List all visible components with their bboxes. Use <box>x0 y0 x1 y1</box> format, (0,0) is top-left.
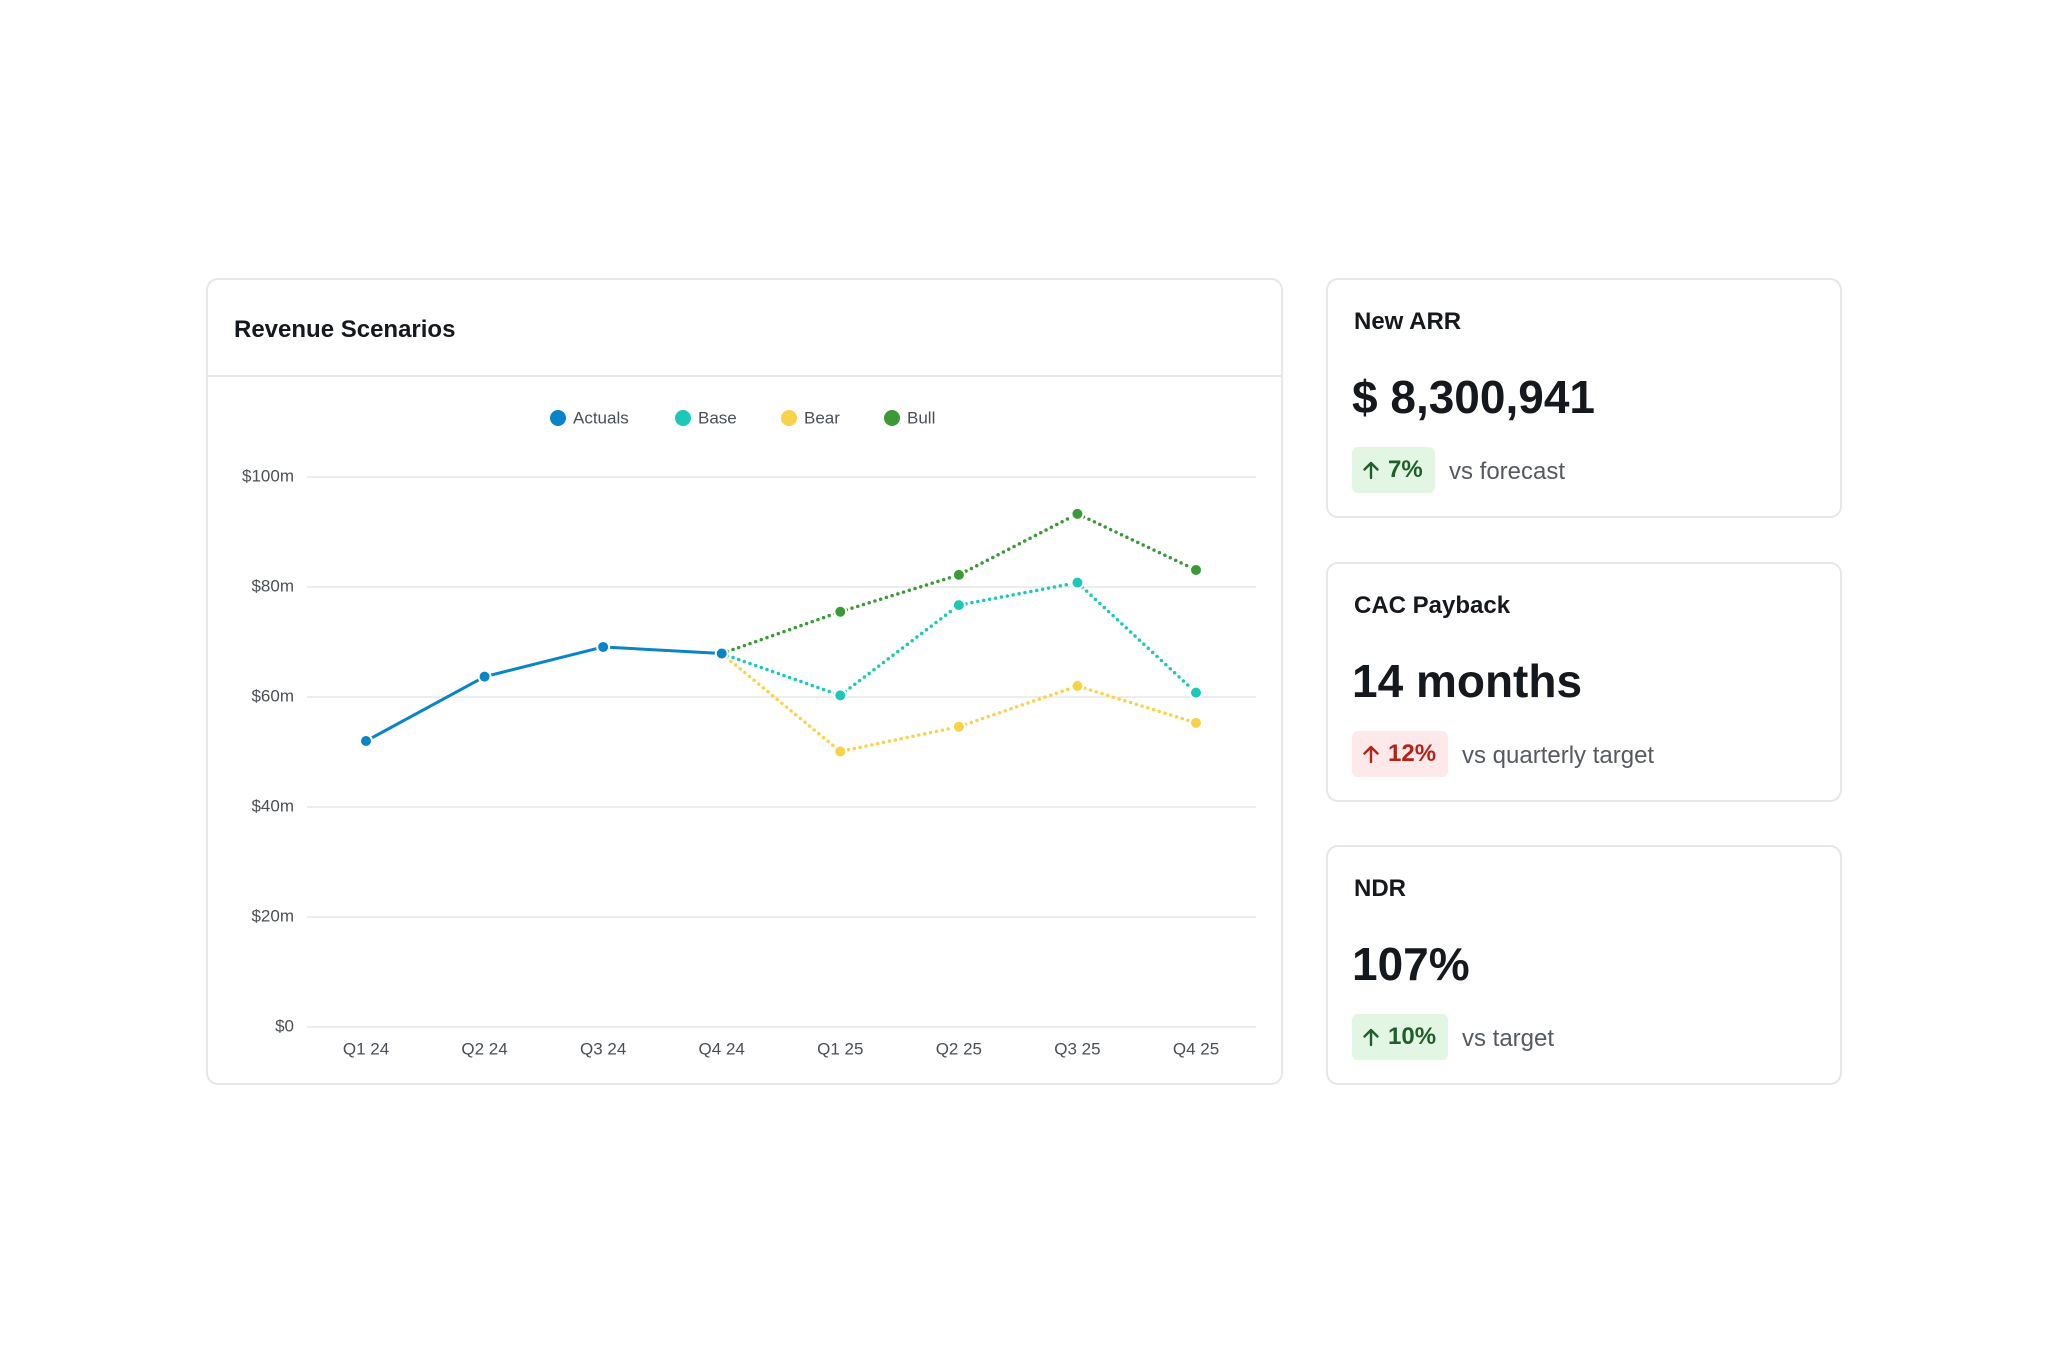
series-line <box>365 645 722 743</box>
legend-swatch <box>781 410 797 426</box>
change-badge: 12% <box>1352 731 1449 777</box>
data-point <box>1070 575 1085 590</box>
kpi-value: 107% <box>1352 938 1470 990</box>
y-tick-label: $100m <box>242 466 294 485</box>
data-point <box>951 719 966 734</box>
data-point <box>1189 562 1203 577</box>
legend-label: Actuals <box>573 408 629 427</box>
data-point <box>833 688 848 703</box>
data-point <box>951 598 966 613</box>
change-value: 12% <box>1388 740 1437 767</box>
change-value: 10% <box>1388 1023 1437 1050</box>
y-tick-label: $0 <box>275 1016 294 1035</box>
arrow-up-icon <box>1363 745 1379 764</box>
legend-label: Bull <box>907 408 935 427</box>
kpi-title: NDR <box>1354 875 1406 902</box>
comparison-label: vs forecast <box>1449 458 1566 485</box>
legend-swatch <box>675 410 691 426</box>
change-value: 7% <box>1388 456 1423 483</box>
chart-title: Revenue Scenarios <box>234 316 456 343</box>
x-tick-label: Q4 24 <box>699 1039 745 1058</box>
legend-label: Bear <box>804 408 840 427</box>
data-point <box>1070 506 1085 521</box>
series-line <box>719 512 1198 656</box>
kpi-title: CAC Payback <box>1354 592 1511 619</box>
x-tick-label: Q2 24 <box>461 1039 507 1058</box>
data-point <box>1189 685 1203 700</box>
kpi-card: CAC Payback 14 months 12% vs quarterly targ… <box>1326 562 1842 802</box>
x-tick-label: Q4 25 <box>1173 1039 1219 1058</box>
x-tick-label: Q1 25 <box>817 1039 863 1058</box>
kpi-card: NDR 107% 10% vs target <box>1326 845 1842 1085</box>
data-point <box>833 744 848 759</box>
card-header: Revenue Scenarios <box>208 280 1281 377</box>
x-tick-label: Q3 25 <box>1054 1039 1100 1058</box>
legend-label: Base <box>698 408 737 427</box>
legend-swatch <box>884 410 900 426</box>
y-tick-label: $20m <box>251 906 294 925</box>
kpi-title: New ARR <box>1354 308 1462 335</box>
x-tick-label: Q2 25 <box>936 1039 982 1058</box>
data-point <box>714 646 729 661</box>
arrow-up-icon <box>1363 1028 1379 1047</box>
kpi-value: 14 months <box>1352 655 1583 707</box>
y-tick-label: $80m <box>251 576 294 595</box>
kpi-value: $ 8,300,941 <box>1352 371 1596 423</box>
comparison-label: vs target <box>1462 1025 1555 1052</box>
x-tick-label: Q1 24 <box>343 1039 389 1058</box>
data-point <box>359 734 373 748</box>
change-badge: 10% <box>1352 1014 1449 1060</box>
data-point <box>596 639 611 654</box>
legend-swatch <box>550 410 566 426</box>
data-point <box>477 669 492 684</box>
change-badge: 7% <box>1352 447 1435 493</box>
y-tick-label: $60m <box>251 686 294 705</box>
x-tick-label: Q3 24 <box>580 1039 626 1058</box>
data-point <box>833 604 848 619</box>
chart-card: Revenue Scenarios <box>206 278 1283 1085</box>
y-tick-label: $40m <box>251 796 294 815</box>
series-line <box>719 651 1198 754</box>
data-point <box>1070 679 1085 693</box>
kpi-card: New ARR $ 8,300,941 7% vs forecast <box>1326 278 1842 518</box>
arrow-up-icon <box>1363 461 1379 480</box>
data-point <box>1189 715 1203 730</box>
data-point <box>951 567 966 582</box>
comparison-label: vs quarterly target <box>1462 742 1655 769</box>
